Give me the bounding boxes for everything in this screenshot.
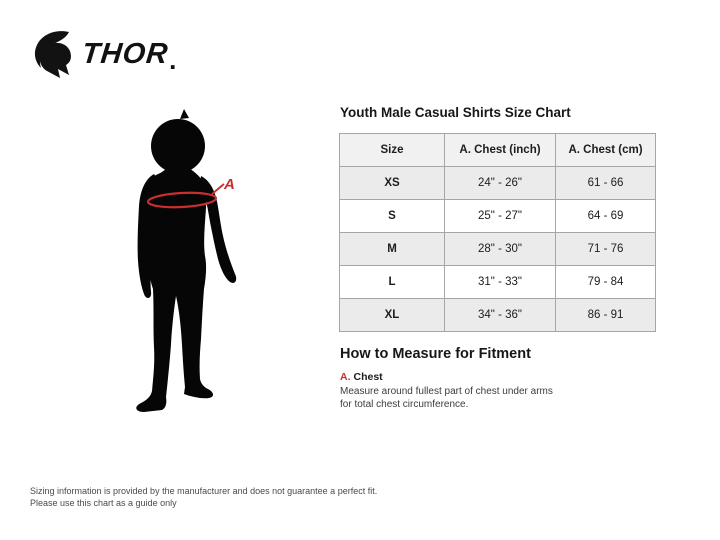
cell-chest-inch: 28" - 30" xyxy=(444,232,556,266)
cell-chest-inch: 24" - 26" xyxy=(444,166,556,200)
table-row: M 28" - 30" 71 - 76 xyxy=(339,232,656,266)
cell-size: XL xyxy=(339,298,445,332)
size-chart-table: Size A. Chest (inch) A. Chest (cm) XS 24… xyxy=(339,133,656,332)
measure-item-key: A. xyxy=(340,371,351,383)
cell-chest-inch: 31" - 33" xyxy=(444,265,556,299)
size-chart-title: Youth Male Casual Shirts Size Chart xyxy=(340,105,571,120)
table-header-row: Size A. Chest (inch) A. Chest (cm) xyxy=(339,133,656,167)
silhouette-head xyxy=(151,119,205,173)
chest-measure-leader-line xyxy=(211,183,225,195)
cell-size: L xyxy=(339,265,445,299)
brand-wordmark-dot: . xyxy=(169,45,177,75)
silhouette-body xyxy=(136,161,214,412)
disclaimer: Sizing information is provided by the ma… xyxy=(30,486,377,509)
measure-item-name: Chest xyxy=(353,371,383,383)
measure-item-description: Measure around fullest part of chest und… xyxy=(340,386,553,410)
column-header-size: Size xyxy=(339,133,445,167)
cell-chest-cm: 79 - 84 xyxy=(555,265,656,299)
cell-chest-inch: 34" - 36" xyxy=(444,298,556,332)
column-header-chest-cm: A. Chest (cm) xyxy=(555,133,656,167)
youth-silhouette-diagram: A xyxy=(136,109,237,412)
cell-size: XS xyxy=(339,166,445,200)
chest-measure-label: A xyxy=(223,176,235,193)
table-row: XL 34" - 36" 86 - 91 xyxy=(339,298,656,332)
column-header-chest-inch: A. Chest (inch) xyxy=(444,133,556,167)
silhouette-hair-tuft xyxy=(180,109,189,119)
cell-chest-cm: 61 - 66 xyxy=(555,166,656,200)
cell-size: S xyxy=(339,199,445,233)
table-row: XS 24" - 26" 61 - 66 xyxy=(339,166,656,200)
cell-chest-cm: 64 - 69 xyxy=(555,199,656,233)
chest-measurement-annotation: A xyxy=(146,176,235,209)
how-to-measure-title: How to Measure for Fitment xyxy=(340,346,531,362)
table-row: S 25" - 27" 64 - 69 xyxy=(339,199,656,233)
brand-wordmark: THOR xyxy=(80,37,170,70)
disclaimer-line-2: Please use this chart as a guide only xyxy=(30,497,177,508)
youth-silhouette xyxy=(136,109,237,412)
chest-measure-ellipse xyxy=(146,191,218,209)
thor-goat-icon xyxy=(34,31,71,78)
cell-size: M xyxy=(339,232,445,266)
cell-chest-inch: 25" - 27" xyxy=(444,199,556,233)
table-row: L 31" - 33" 79 - 84 xyxy=(339,265,656,299)
brand-logo: THOR . xyxy=(33,29,176,79)
cell-chest-cm: 71 - 76 xyxy=(555,232,656,266)
cell-chest-cm: 86 - 91 xyxy=(555,298,656,332)
disclaimer-line-1: Sizing information is provided by the ma… xyxy=(30,486,378,496)
measure-item-heading: A. Chest xyxy=(340,371,383,383)
